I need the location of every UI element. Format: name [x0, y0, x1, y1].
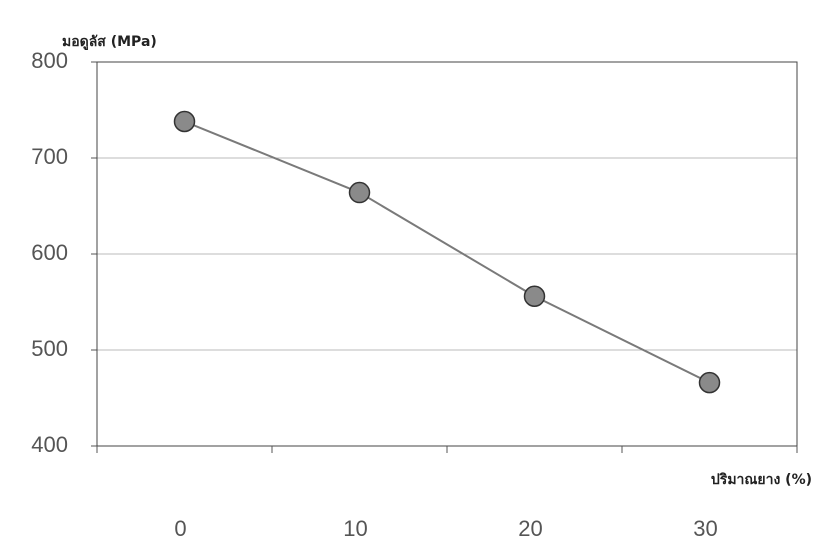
y-tick-label: 400	[31, 432, 68, 457]
x-tick-label: 10	[343, 516, 367, 541]
x-tick-label: 20	[518, 516, 542, 541]
y-tick-label: 700	[31, 144, 68, 169]
x-axis-label: ปริมาณยาง (%)	[711, 472, 812, 488]
y-tick-label: 800	[31, 48, 68, 73]
chart: มอดูลัส (MPa) ปริมาณยาง (%) 400 500 600 700…	[0, 0, 835, 544]
x-tick-label: 0	[174, 516, 186, 541]
data-point	[175, 112, 195, 132]
page: มอดูลัส (MPa) ปริมาณยาง (%) 400 500 600 700…	[0, 0, 835, 544]
y-axis-label: มอดูลัส (MPa)	[62, 34, 157, 50]
data-point	[700, 373, 720, 393]
data-line	[185, 122, 710, 383]
x-tick-label: 30	[693, 516, 717, 541]
data-point	[525, 286, 545, 306]
y-tick-label: 600	[31, 240, 68, 265]
y-tick-label: 500	[31, 336, 68, 361]
data-point	[350, 183, 370, 203]
